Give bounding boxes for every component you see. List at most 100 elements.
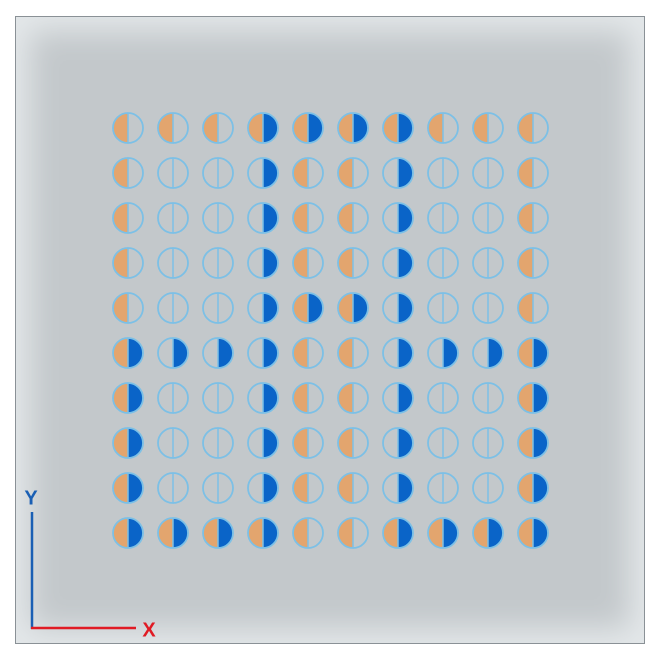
cell xyxy=(112,202,144,234)
cell xyxy=(202,472,234,504)
cell xyxy=(472,157,504,189)
cell xyxy=(202,157,234,189)
right-half xyxy=(263,383,278,413)
right-half xyxy=(173,338,188,368)
cell xyxy=(382,427,414,459)
left-half xyxy=(338,338,353,368)
cell xyxy=(157,517,189,549)
cell xyxy=(472,112,504,144)
left-half xyxy=(293,203,308,233)
left-half xyxy=(518,473,533,503)
right-half xyxy=(263,338,278,368)
right-half xyxy=(488,518,503,548)
right-half xyxy=(263,428,278,458)
cell xyxy=(112,112,144,144)
cell xyxy=(337,112,369,144)
cell xyxy=(157,292,189,324)
cell xyxy=(517,247,549,279)
cell xyxy=(292,427,324,459)
cell xyxy=(202,202,234,234)
cell xyxy=(472,337,504,369)
cell xyxy=(292,337,324,369)
cell xyxy=(292,382,324,414)
left-half xyxy=(338,293,353,323)
cell xyxy=(247,382,279,414)
right-half xyxy=(488,338,503,368)
left-half xyxy=(293,338,308,368)
cell xyxy=(112,337,144,369)
cell xyxy=(427,427,459,459)
left-half xyxy=(293,383,308,413)
right-half xyxy=(398,158,413,188)
cell xyxy=(472,382,504,414)
left-half xyxy=(518,293,533,323)
cell xyxy=(382,292,414,324)
right-half xyxy=(218,518,233,548)
right-half xyxy=(533,428,548,458)
left-half xyxy=(518,428,533,458)
right-half xyxy=(263,518,278,548)
cell xyxy=(202,337,234,369)
left-half xyxy=(113,113,128,143)
left-half xyxy=(338,113,353,143)
cell xyxy=(157,202,189,234)
left-half xyxy=(113,383,128,413)
left-half xyxy=(518,518,533,548)
left-half xyxy=(518,383,533,413)
cell xyxy=(157,337,189,369)
right-half xyxy=(398,248,413,278)
left-half xyxy=(518,158,533,188)
right-half xyxy=(128,428,143,458)
right-half xyxy=(398,293,413,323)
right-half xyxy=(173,518,188,548)
right-half xyxy=(353,293,368,323)
cell xyxy=(517,292,549,324)
cell xyxy=(382,157,414,189)
left-half xyxy=(293,473,308,503)
left-half xyxy=(338,473,353,503)
right-half xyxy=(308,293,323,323)
left-half xyxy=(518,338,533,368)
cell xyxy=(427,247,459,279)
cell xyxy=(202,247,234,279)
left-half xyxy=(338,158,353,188)
cell xyxy=(247,247,279,279)
cell xyxy=(202,427,234,459)
left-half xyxy=(113,338,128,368)
cell xyxy=(427,112,459,144)
left-half xyxy=(338,203,353,233)
right-half xyxy=(128,338,143,368)
cell xyxy=(337,472,369,504)
cell xyxy=(472,247,504,279)
left-half xyxy=(473,518,488,548)
left-half xyxy=(203,113,218,143)
cell xyxy=(337,202,369,234)
right-half xyxy=(263,293,278,323)
left-half xyxy=(518,113,533,143)
cell xyxy=(517,517,549,549)
right-half xyxy=(263,248,278,278)
right-half xyxy=(128,518,143,548)
left-half xyxy=(518,248,533,278)
right-half xyxy=(128,383,143,413)
left-half xyxy=(428,518,443,548)
right-half xyxy=(398,338,413,368)
cell xyxy=(382,112,414,144)
left-half xyxy=(338,383,353,413)
right-half xyxy=(263,158,278,188)
cell xyxy=(247,337,279,369)
cell xyxy=(112,427,144,459)
right-half xyxy=(398,113,413,143)
cell xyxy=(517,202,549,234)
left-half xyxy=(518,203,533,233)
cell xyxy=(427,472,459,504)
left-half xyxy=(428,113,443,143)
cell xyxy=(517,337,549,369)
cell xyxy=(292,112,324,144)
right-half xyxy=(398,518,413,548)
cell xyxy=(517,112,549,144)
cell xyxy=(337,382,369,414)
right-half xyxy=(443,338,458,368)
cell xyxy=(337,337,369,369)
